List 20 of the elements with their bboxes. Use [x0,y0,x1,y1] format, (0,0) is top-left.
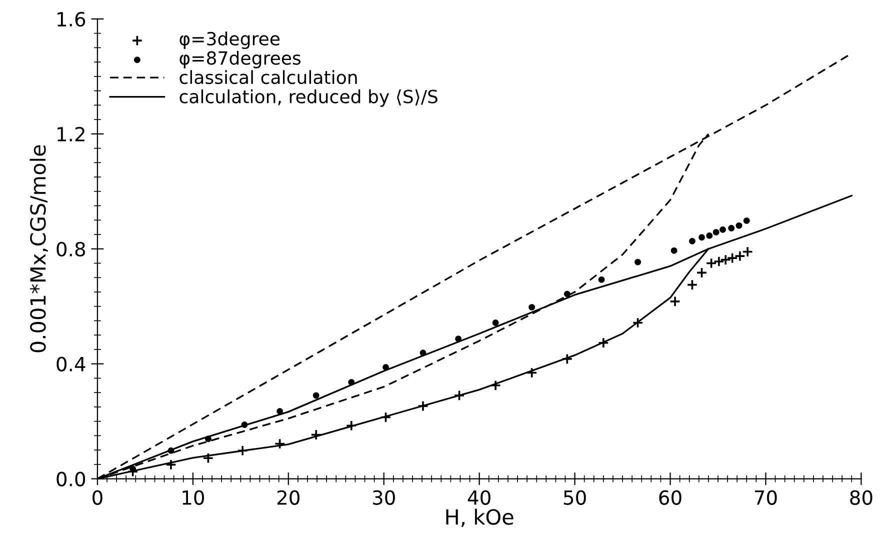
legend-label: φ=87degrees [180,50,301,68]
x-tick-label: 10 [182,490,204,505]
legend-label: calculation, reduced by ⟨S⟩/S [180,89,438,107]
y-axis-title: 0.001*Mx,CGS/mole [30,145,48,352]
y-tick-label: 0.8 [56,242,86,257]
y-tick-label: 0.4 [56,356,86,372]
y-tick-label: 0.0 [56,472,86,486]
legend-label: φ=3degree [180,32,280,50]
x-axis-title: H, kOe [446,508,514,527]
x-tick-label: 20 [277,490,300,505]
y-tick-label: 1.6 [58,12,86,27]
x-tick-label: 50 [564,490,586,505]
x-tick-label: 80 [850,490,872,505]
y-tick-label: 1.2 [58,126,84,142]
x-tick-label: 60 [659,490,682,505]
x-tick-label: 70 [754,490,777,505]
x-tick-label: 0 [92,490,102,505]
legend-label: classical calculation [180,70,357,84]
x-tick-label: 40 [468,490,490,505]
x-tick-label: 30 [372,490,395,505]
